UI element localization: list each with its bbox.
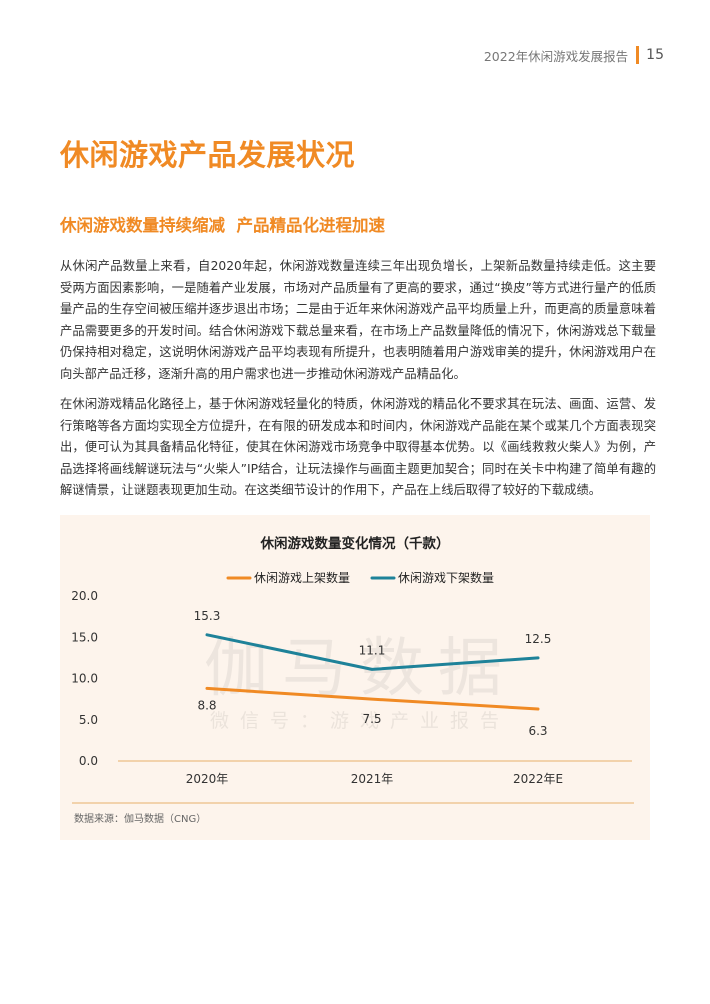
y-tick-label: 0.0 — [79, 754, 98, 768]
y-tick-label: 5.0 — [79, 713, 98, 727]
x-tick-label: 2021年 — [351, 772, 394, 786]
y-tick-label: 10.0 — [71, 672, 98, 686]
line-chart: 伽马数据 微信号：游戏产业报告 休闲游戏数量变化情况（千款） 休闲游戏上架数量休… — [71, 535, 634, 804]
x-tick-label: 2022年E — [513, 772, 563, 786]
data-label: 12.5 — [525, 632, 552, 646]
subsection-title: 休闲游戏数量持续缩减 产品精品化进程加速 — [60, 216, 385, 235]
chart-legend: 休闲游戏上架数量 休闲游戏下架数量 — [226, 570, 494, 585]
header-divider — [636, 46, 640, 64]
page-number: 15 — [646, 47, 664, 63]
data-label: 6.3 — [528, 724, 547, 738]
x-tick-label: 2020年 — [186, 772, 229, 786]
chart-axes: 0.0 5.0 10.0 15.0 20.0 2020年 2021年 2022年E — [71, 589, 634, 804]
chart-title: 休闲游戏数量变化情况（千款） — [260, 535, 450, 552]
y-tick-label: 20.0 — [71, 589, 98, 603]
source-note: 数据来源：伽马数据（CNG） — [74, 814, 207, 825]
y-tick-label: 15.0 — [71, 630, 98, 644]
legend-label: 休闲游戏上架数量 — [254, 570, 350, 585]
chart-panel: 伽马数据 微信号：游戏产业报告 休闲游戏数量变化情况（千款） 休闲游戏上架数量休… — [60, 515, 650, 840]
series-line — [205, 686, 540, 711]
legend-label: 休闲游戏下架数量 — [398, 570, 494, 585]
data-label: 15.3 — [194, 609, 221, 623]
series-line — [205, 633, 540, 671]
data-label: 11.1 — [359, 643, 386, 657]
report-title: 2022年休闲游戏发展报告 — [483, 48, 629, 64]
body-paragraph-1: 从休闲产品数量上来看，自2020年起，休闲游戏数量连续三年出现负增长，上架新品数… — [60, 259, 656, 381]
watermark-sub: 微信号：游戏产业报告 — [210, 710, 510, 732]
data-label: 7.5 — [362, 712, 381, 726]
section-title: 休闲游戏产品发展状况 — [60, 138, 356, 172]
body-paragraph-2: 在休闲游戏精品化路径上，基于休闲游戏轻量化的特质，休闲游戏的精品化不要求其在玩法… — [60, 397, 656, 497]
data-label: 8.8 — [197, 698, 216, 712]
page-header: 2022年休闲游戏发展报告 15 — [484, 45, 664, 65]
chart-series: 8.8 7.5 6.3 15.3 11.1 12.5 — [194, 609, 552, 738]
